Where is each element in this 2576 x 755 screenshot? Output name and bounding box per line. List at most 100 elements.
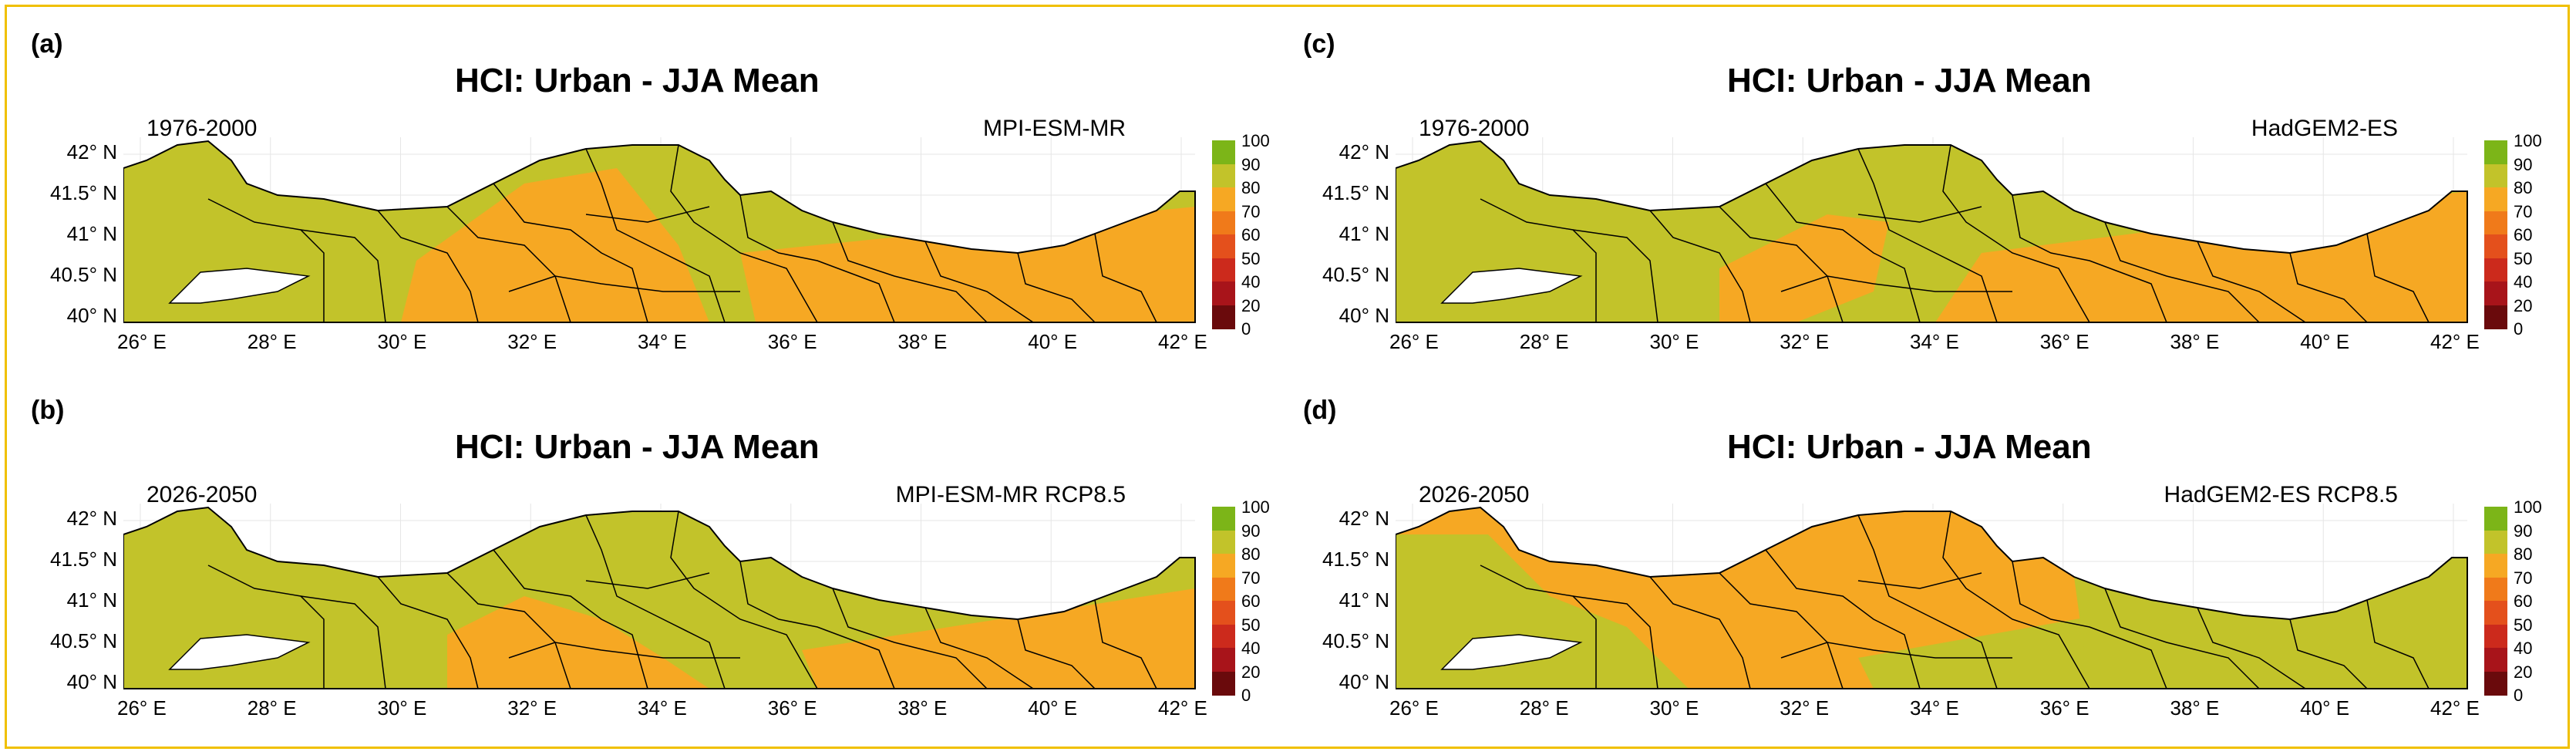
province-border <box>670 511 818 689</box>
lat-tick: 41° N <box>1339 588 1389 612</box>
figure-frame <box>5 5 2570 749</box>
lon-tick: 30° E <box>1649 330 1699 353</box>
lat-tick: 42° N <box>1339 140 1389 163</box>
colorbar-segment <box>1212 305 1235 329</box>
coastline <box>1396 506 2468 689</box>
province-border <box>446 206 571 323</box>
marmara-sea <box>1440 634 1583 670</box>
province-border <box>585 572 710 589</box>
colorbar-tick: 90 <box>2514 154 2533 174</box>
coastline <box>123 506 1196 689</box>
lat-tick: 40.5° N <box>49 629 117 652</box>
province-border <box>1094 233 1157 323</box>
province-border <box>585 514 726 689</box>
province-border <box>2366 233 2430 323</box>
lat-tick: 41.5° N <box>49 181 117 204</box>
colorbar-segment <box>1212 648 1235 672</box>
province-border <box>1765 549 1921 689</box>
panel-label: (d) <box>1303 396 1337 425</box>
province-border <box>1719 206 1844 323</box>
colorbar-segment <box>1212 530 1235 554</box>
lat-tick: 40.5° N <box>1322 263 1389 286</box>
lon-tick: 34° E <box>1910 330 1959 353</box>
lat-tick: 41° N <box>1339 222 1389 245</box>
lon-tick: 36° E <box>2039 696 2089 720</box>
colorbar-tick: 90 <box>2514 521 2533 541</box>
colorbar-segment <box>1212 281 1235 305</box>
province-border <box>493 183 648 323</box>
province-border <box>670 144 818 323</box>
hci-map <box>123 137 1196 323</box>
lon-tick: 40° E <box>2300 696 2350 720</box>
hci-map <box>1396 137 2468 323</box>
colorbar-tick: 20 <box>1241 662 1261 682</box>
colorbar-tick: 80 <box>2514 544 2533 564</box>
province-border <box>1942 144 2090 323</box>
colorbar-tick: 70 <box>1241 201 1261 221</box>
lon-tick: 32° E <box>507 330 557 353</box>
panel-title: HCI: Urban - JJA Mean <box>455 62 820 99</box>
lon-tick: 34° E <box>638 330 687 353</box>
period-label: 1976-2000 <box>1419 116 1530 141</box>
lon-tick: 28° E <box>247 330 297 353</box>
colorbar-segment <box>1212 601 1235 625</box>
province-border <box>1017 618 1096 689</box>
lat-tick: 40.5° N <box>49 263 117 286</box>
colorbar <box>1212 507 1235 696</box>
model-label: MPI-ESM-MR <box>983 116 1126 141</box>
colorbar-segment <box>2484 258 2507 282</box>
province-border <box>377 576 479 689</box>
colorbar-tick: 100 <box>1241 131 1270 150</box>
colorbar-segment <box>1212 211 1235 235</box>
colorbar-tick: 50 <box>1241 615 1261 635</box>
lon-tick: 28° E <box>247 696 297 720</box>
colorbar-segment <box>2484 234 2507 258</box>
colorbar-tick: 70 <box>2514 201 2533 221</box>
province-border <box>924 607 1034 689</box>
province-border <box>1857 148 1998 323</box>
lat-tick: 40.5° N <box>1322 629 1389 652</box>
colorbar-segment <box>2484 577 2507 602</box>
lon-tick: 36° E <box>767 330 817 353</box>
lat-tick: 41.5° N <box>49 548 117 571</box>
lon-tick: 30° E <box>377 696 427 720</box>
lon-tick: 42° E <box>1158 696 1207 720</box>
colorbar-segment <box>1212 507 1235 531</box>
panel-title: HCI: Urban - JJA Mean <box>1727 428 2092 466</box>
colorbar-tick: 40 <box>2514 272 2533 292</box>
province-border <box>1765 183 1921 323</box>
colorbar-tick: 90 <box>1241 521 1261 541</box>
province-border <box>1942 511 2090 689</box>
lon-tick: 26° E <box>117 330 167 353</box>
colorbar-tick: 40 <box>1241 639 1261 658</box>
colorbar-tick: 60 <box>2514 225 2533 244</box>
province-border <box>493 549 648 689</box>
province-border <box>1719 572 1844 689</box>
lon-tick: 34° E <box>638 696 687 720</box>
province-border <box>300 595 386 689</box>
province-border <box>2197 241 2306 323</box>
colorbar-tick: 0 <box>2514 319 2524 339</box>
colorbar-tick: 90 <box>1241 154 1261 174</box>
lat-tick: 42° N <box>66 140 117 163</box>
colorbar-tick: 60 <box>1241 225 1261 244</box>
colorbar-tick: 20 <box>2514 295 2533 315</box>
lon-tick: 38° E <box>897 330 948 353</box>
lat-tick: 41° N <box>66 222 117 245</box>
lon-tick: 38° E <box>897 696 948 720</box>
colorbar-segment <box>2484 648 2507 672</box>
lon-tick: 42° E <box>2430 696 2480 720</box>
province-border <box>739 194 895 323</box>
province-border <box>1017 252 1096 323</box>
colorbar-tick: 50 <box>2514 248 2533 268</box>
lat-tick: 40° N <box>66 304 117 327</box>
colorbar-tick: 0 <box>1241 319 1251 339</box>
hci-map <box>1396 504 2468 689</box>
lat-tick: 40° N <box>66 670 117 693</box>
province-border <box>924 241 1034 323</box>
colorbar-segment <box>2484 305 2507 329</box>
colorbar-tick: 80 <box>1241 178 1261 197</box>
colorbar-tick: 70 <box>1241 568 1261 588</box>
colorbar-tick: 100 <box>2514 497 2542 517</box>
province-border <box>1572 229 1658 323</box>
